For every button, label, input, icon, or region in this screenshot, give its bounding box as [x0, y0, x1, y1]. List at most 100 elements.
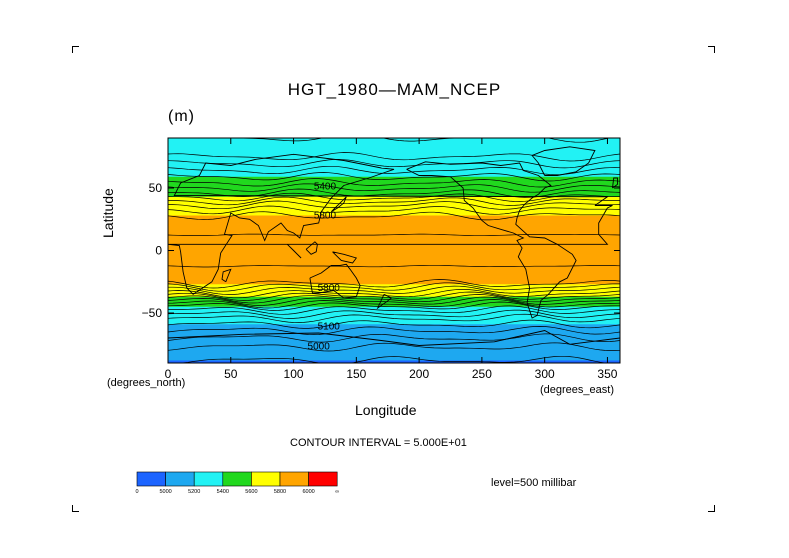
color-band: [168, 324, 620, 327]
color-band: [168, 256, 620, 259]
color-band: [168, 181, 620, 184]
color-band: [168, 293, 620, 295]
color-band: [168, 261, 620, 264]
colorbar-swatch: [165, 471, 195, 487]
color-band: [168, 236, 620, 239]
color-band: [168, 275, 620, 278]
color-band: [168, 223, 620, 225]
contour-label: 5400: [314, 182, 337, 193]
contour-label: 5100: [318, 322, 341, 333]
contour-line: [168, 282, 620, 292]
coastline: [168, 330, 620, 346]
color-band: [168, 153, 620, 155]
color-band: [168, 259, 620, 262]
color-band: [168, 269, 620, 272]
color-band: [168, 234, 620, 237]
colorbar-swatch: [222, 471, 252, 487]
color-band: [168, 163, 620, 165]
contour-line: [168, 196, 620, 206]
color-band: [168, 241, 620, 244]
coastline: [531, 146, 596, 176]
color-band: [168, 159, 620, 162]
color-band: [168, 224, 620, 227]
color-band: [168, 318, 620, 320]
color-band: [168, 233, 620, 235]
color-band: [168, 356, 620, 359]
color-band: [168, 346, 620, 349]
color-band: [168, 196, 620, 199]
color-band: [168, 156, 620, 159]
color-band: [168, 246, 620, 249]
x-tick-label: 350: [597, 367, 617, 381]
contour-line: [168, 159, 620, 169]
color-band: [168, 255, 620, 258]
x-tick-label: 250: [472, 367, 492, 381]
color-band: [168, 143, 620, 145]
color-band: [168, 201, 620, 204]
color-band: [168, 141, 620, 144]
color-band: [168, 154, 620, 157]
filled-contour-bands: [168, 138, 620, 363]
corner-mark-bottom-right: [708, 505, 715, 512]
color-band: [168, 306, 620, 309]
color-band: [168, 331, 620, 334]
color-band: [168, 225, 620, 228]
color-band: [168, 214, 620, 217]
contour-label: 5000: [308, 342, 331, 353]
color-band: [168, 273, 620, 275]
contour-line: [168, 289, 620, 299]
colorbar-label: 5800: [274, 489, 286, 495]
color-band: [168, 278, 620, 280]
color-band: [168, 175, 620, 178]
color-band: [168, 239, 620, 242]
color-band: [168, 161, 620, 164]
contour-line: [168, 294, 620, 304]
color-band: [168, 189, 620, 192]
color-band: [168, 245, 620, 248]
x-tick-label: 0: [165, 367, 172, 381]
color-band: [168, 191, 620, 194]
color-band: [168, 316, 620, 319]
contour-line: [168, 309, 620, 319]
color-band: [168, 283, 620, 285]
color-band: [168, 310, 620, 313]
color-band: [168, 138, 620, 140]
units-label: (m): [168, 108, 195, 125]
color-band: [168, 311, 620, 314]
color-band: [168, 228, 620, 230]
corner-mark-top-left: [72, 46, 79, 53]
contour-line: [168, 301, 620, 311]
contour-line: [168, 200, 620, 210]
color-band: [168, 284, 620, 287]
x-tick-label: 300: [535, 367, 555, 381]
color-band: [168, 145, 620, 148]
color-band: [168, 179, 620, 182]
color-band: [168, 169, 620, 172]
color-band: [168, 220, 620, 223]
level-text: level=500 millibar: [491, 477, 577, 489]
color-band: [168, 254, 620, 257]
colorbar: 0 5000 5200 5400 5600 5800 6000 ∞: [135, 471, 339, 495]
color-band: [168, 286, 620, 289]
contour-line: [168, 183, 620, 193]
color-band: [168, 150, 620, 153]
colorbar-label: ∞: [335, 489, 339, 495]
color-band: [168, 263, 620, 265]
color-band: [168, 308, 620, 310]
color-band: [168, 325, 620, 328]
color-band: [168, 353, 620, 355]
coastline: [612, 177, 618, 189]
color-band: [168, 304, 620, 307]
color-band: [168, 264, 620, 267]
color-band: [168, 158, 620, 160]
x-tick-label: 150: [346, 367, 366, 381]
color-band: [168, 361, 620, 363]
coastline: [406, 161, 577, 319]
color-band: [168, 208, 620, 210]
color-band: [168, 216, 620, 219]
color-band: [168, 303, 620, 305]
y-unit-label: (degrees_north): [107, 377, 186, 389]
coastlines: [168, 146, 620, 346]
contour-line: [168, 305, 620, 315]
